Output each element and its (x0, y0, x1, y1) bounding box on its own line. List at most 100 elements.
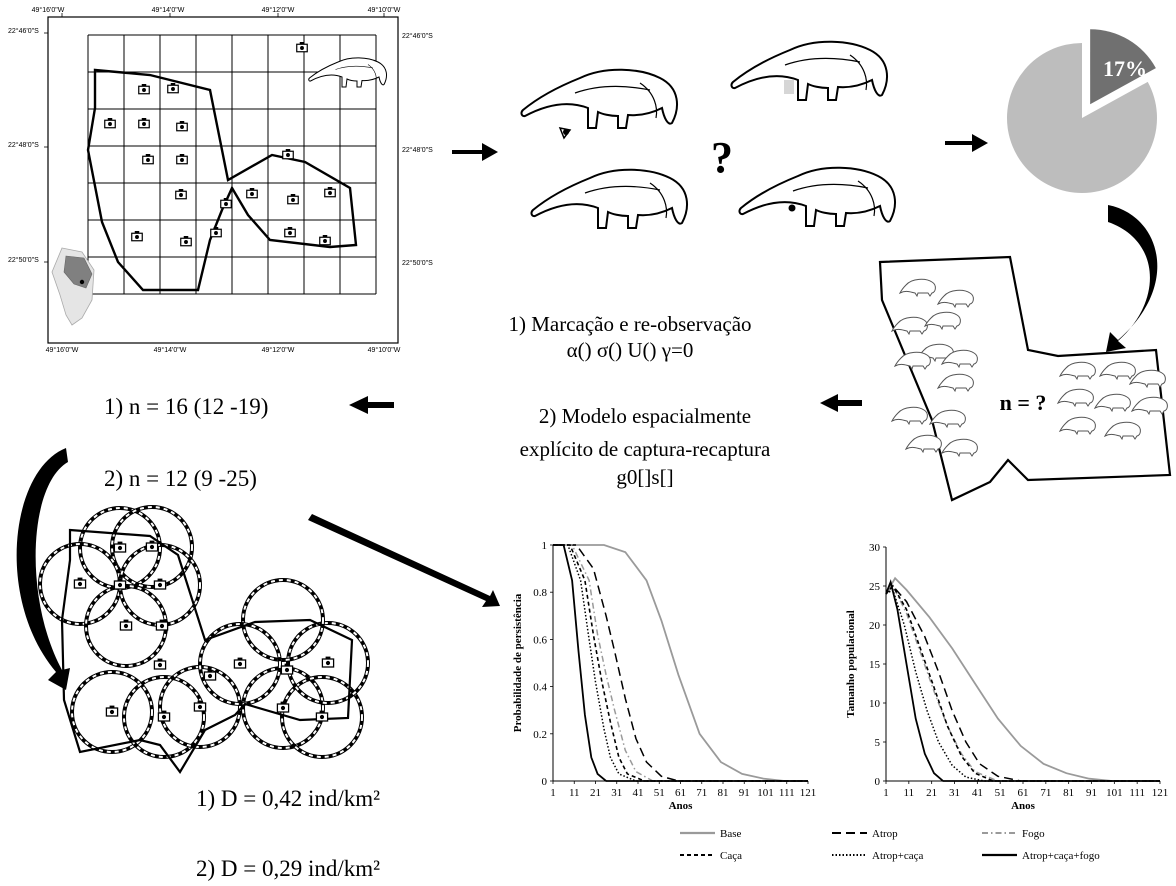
camera-trap-icon (119, 618, 133, 631)
curved-arrow-1 (1106, 205, 1158, 352)
method-2-line-3: g0[]s[] (616, 465, 673, 489)
x-tick-label: 11 (569, 787, 580, 799)
anteater-individuals: ? (520, 40, 896, 229)
buffer-circle-dash (281, 676, 363, 758)
buffer-circle-dash (79, 507, 161, 589)
x-axis-label: Anos (1011, 800, 1036, 812)
x-tick-label: 81 (718, 787, 729, 799)
density-text: 1) D = 0,42 ind/km² 2) D = 0,29 ind/km² (196, 786, 380, 881)
series-line-atrop (553, 544, 808, 782)
method-1-line-1: 1) Marcação e re-observação (508, 312, 751, 336)
series-line-base (885, 576, 1160, 782)
y-tick-label: 0.2 (533, 729, 547, 741)
lon-label-bottom-2: 49°14'0"W (154, 346, 187, 354)
study-area-boundary (86, 68, 358, 292)
x-tick-label: 41 (633, 787, 644, 799)
anteater-3 (530, 168, 688, 229)
buffer-circle-dash (123, 676, 205, 758)
legend-label: Base (720, 828, 742, 840)
lon-label-1: 49°16'0"W (32, 6, 65, 14)
chart-legend: Base Atrop Fogo Caça Atrop+caça Atrop+caça+fo… (680, 828, 1100, 862)
population-size-chart: 1 11 21 31 41 51 61 71 81 91 101 111 121051015202530… (845, 542, 1168, 812)
x-tick-label: 91 (1086, 787, 1097, 799)
camera-trap-icon (105, 704, 119, 717)
identification-pie: 17% (1007, 29, 1157, 193)
small-anteater-icon (894, 351, 931, 370)
x-tick-label: 61 (1018, 787, 1029, 799)
y-tick-label: 0 (875, 776, 881, 788)
lat-label-3: 22°50'0"S (8, 256, 39, 264)
x-tick-label: 11 (904, 787, 915, 799)
study-area-label: n = ? (1000, 390, 1047, 415)
legend-label: Atrop (872, 828, 898, 840)
x-tick-label: 71 (1040, 787, 1051, 799)
lon-label-3: 49°12'0"W (262, 6, 295, 14)
x-tick-label: 81 (1063, 787, 1074, 799)
camera-trap-icon (153, 657, 167, 670)
method-1-line-2: α() σ() U() γ=0 (567, 338, 694, 362)
buffer-circle-dash (111, 506, 193, 588)
x-tick-label: 61 (675, 787, 686, 799)
series-line-ca-a (553, 544, 808, 782)
x-tick-label: 1 (550, 787, 556, 799)
lon-label-bottom-1: 49°16'0"W (46, 346, 79, 354)
x-tick-label: 91 (739, 787, 750, 799)
series-line-fogo (553, 544, 808, 782)
y-tick-label: 15 (869, 659, 881, 671)
x-tick-label: 21 (590, 787, 601, 799)
method-2-line-2: explícito de captura-recaptura (520, 437, 771, 461)
lon-label-2: 49°14'0"W (152, 6, 185, 14)
series-line-atrop-ca-a-fogo (553, 544, 808, 782)
small-anteater-icon (905, 434, 942, 453)
y-tick-label: 20 (869, 620, 881, 632)
buffer-map (38, 505, 370, 774)
buffer-camera-traps (73, 539, 335, 722)
camera-trap-icon (153, 577, 167, 590)
x-tick-label: 51 (995, 787, 1006, 799)
camera-trap-icon (145, 539, 159, 552)
method-2-line-1: 2) Modelo espacialmente (539, 404, 751, 428)
x-tick-label: 121 (1152, 787, 1169, 799)
series-line-atrop-ca-a (553, 544, 808, 782)
buffer-circle-dash (119, 544, 201, 626)
y-axis-label: Probabilidade de persistência (512, 593, 524, 732)
legend-label: Fogo (1022, 828, 1045, 840)
series-line-base (553, 544, 808, 782)
x-tick-label: 101 (757, 787, 774, 799)
camera-trap-icon (280, 662, 294, 675)
buffer-circle-dash (242, 667, 324, 749)
series-line-atrop-ca-a (885, 588, 1160, 782)
curved-arrow-2 (16, 448, 70, 690)
persistence-chart: 1 11 21 31 41 51 61 71 81 91 101 111 12100.20.40.60.… (512, 540, 816, 812)
density-2: 2) D = 0,29 ind/km² (196, 856, 380, 881)
x-tick-label: 121 (800, 787, 817, 799)
y-tick-label: 5 (875, 737, 881, 749)
anteater-2 (730, 40, 888, 101)
arrow-right-1 (452, 143, 498, 161)
series-line-atrop (885, 584, 1160, 782)
x-tick-label: 1 (883, 787, 889, 799)
lon-label-4: 49°10'0"W (368, 6, 401, 14)
buffer-circle-dash (159, 666, 241, 748)
x-tick-label: 111 (1129, 787, 1145, 799)
study-area-population: n = ? (878, 255, 1172, 502)
lat-label-right-1: 22°46'0"S (402, 32, 433, 40)
series-line-atrop-ca-a-fogo (885, 579, 1160, 782)
y-tick-label: 30 (869, 542, 881, 554)
camera-trap-icon (193, 699, 207, 712)
map-ticks (44, 13, 385, 263)
methods-text: 1) Marcação e re-observação α() σ() U() … (508, 312, 771, 489)
south-america-inset (51, 247, 95, 326)
lat-label-right-3: 22°50'0"S (402, 259, 433, 267)
series-line-ca-a (885, 584, 1160, 782)
legend-label: Caça (720, 850, 742, 862)
camera-trap-icon (73, 576, 87, 589)
lat-label-right-2: 22°48'0"S (402, 146, 433, 154)
abundance-text: 1) n = 16 (12 -19) 2) n = 12 (9 -25) (104, 394, 268, 491)
y-tick-label: 0.4 (533, 682, 547, 694)
legend-label: Atrop+caça+fogo (1022, 850, 1100, 862)
anteater-1 (520, 68, 678, 140)
buffer-circle-dash (71, 671, 153, 753)
